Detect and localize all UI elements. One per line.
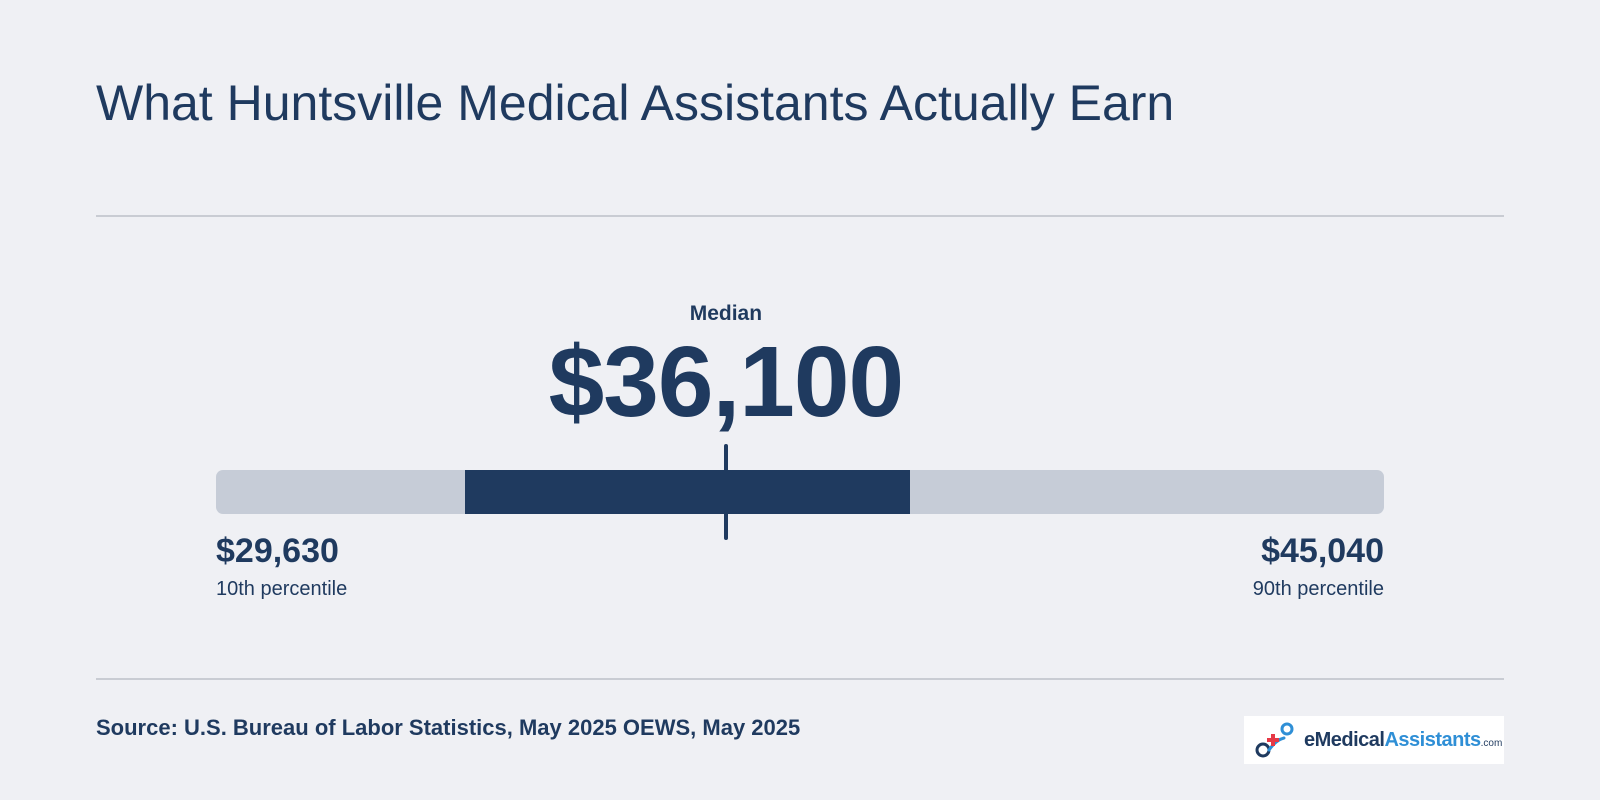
p10-label: 10th percentile xyxy=(216,578,348,600)
wage-range-track xyxy=(216,444,1384,540)
p90-label: 90th percentile xyxy=(1252,578,1384,600)
logo-text-e: e xyxy=(1304,728,1315,751)
logo-text-dotcom: .com xyxy=(1480,737,1503,749)
median-marker xyxy=(723,444,728,540)
emedicalassistants-logo[interactable]: eMedicalAssistants.com xyxy=(1244,716,1504,764)
p10-value: $29,630 xyxy=(216,532,339,570)
page-title: What Huntsville Medical Assistants Actua… xyxy=(96,75,1175,131)
bottom-divider xyxy=(96,678,1504,680)
logo-text-assistants: Assistants xyxy=(1384,728,1481,751)
logo-wordmark: eMedicalAssistants.com xyxy=(1304,729,1502,752)
interquartile-range-bar xyxy=(465,470,910,514)
median-value: $36,100 xyxy=(548,326,904,438)
p90-value: $45,040 xyxy=(1261,532,1384,570)
top-divider xyxy=(96,215,1504,217)
source-citation: Source: U.S. Bureau of Labor Statistics,… xyxy=(96,715,801,740)
logo-mark-icon xyxy=(1255,722,1294,758)
logo-text-medical: Medical xyxy=(1314,728,1385,751)
median-label: Median xyxy=(689,302,763,325)
